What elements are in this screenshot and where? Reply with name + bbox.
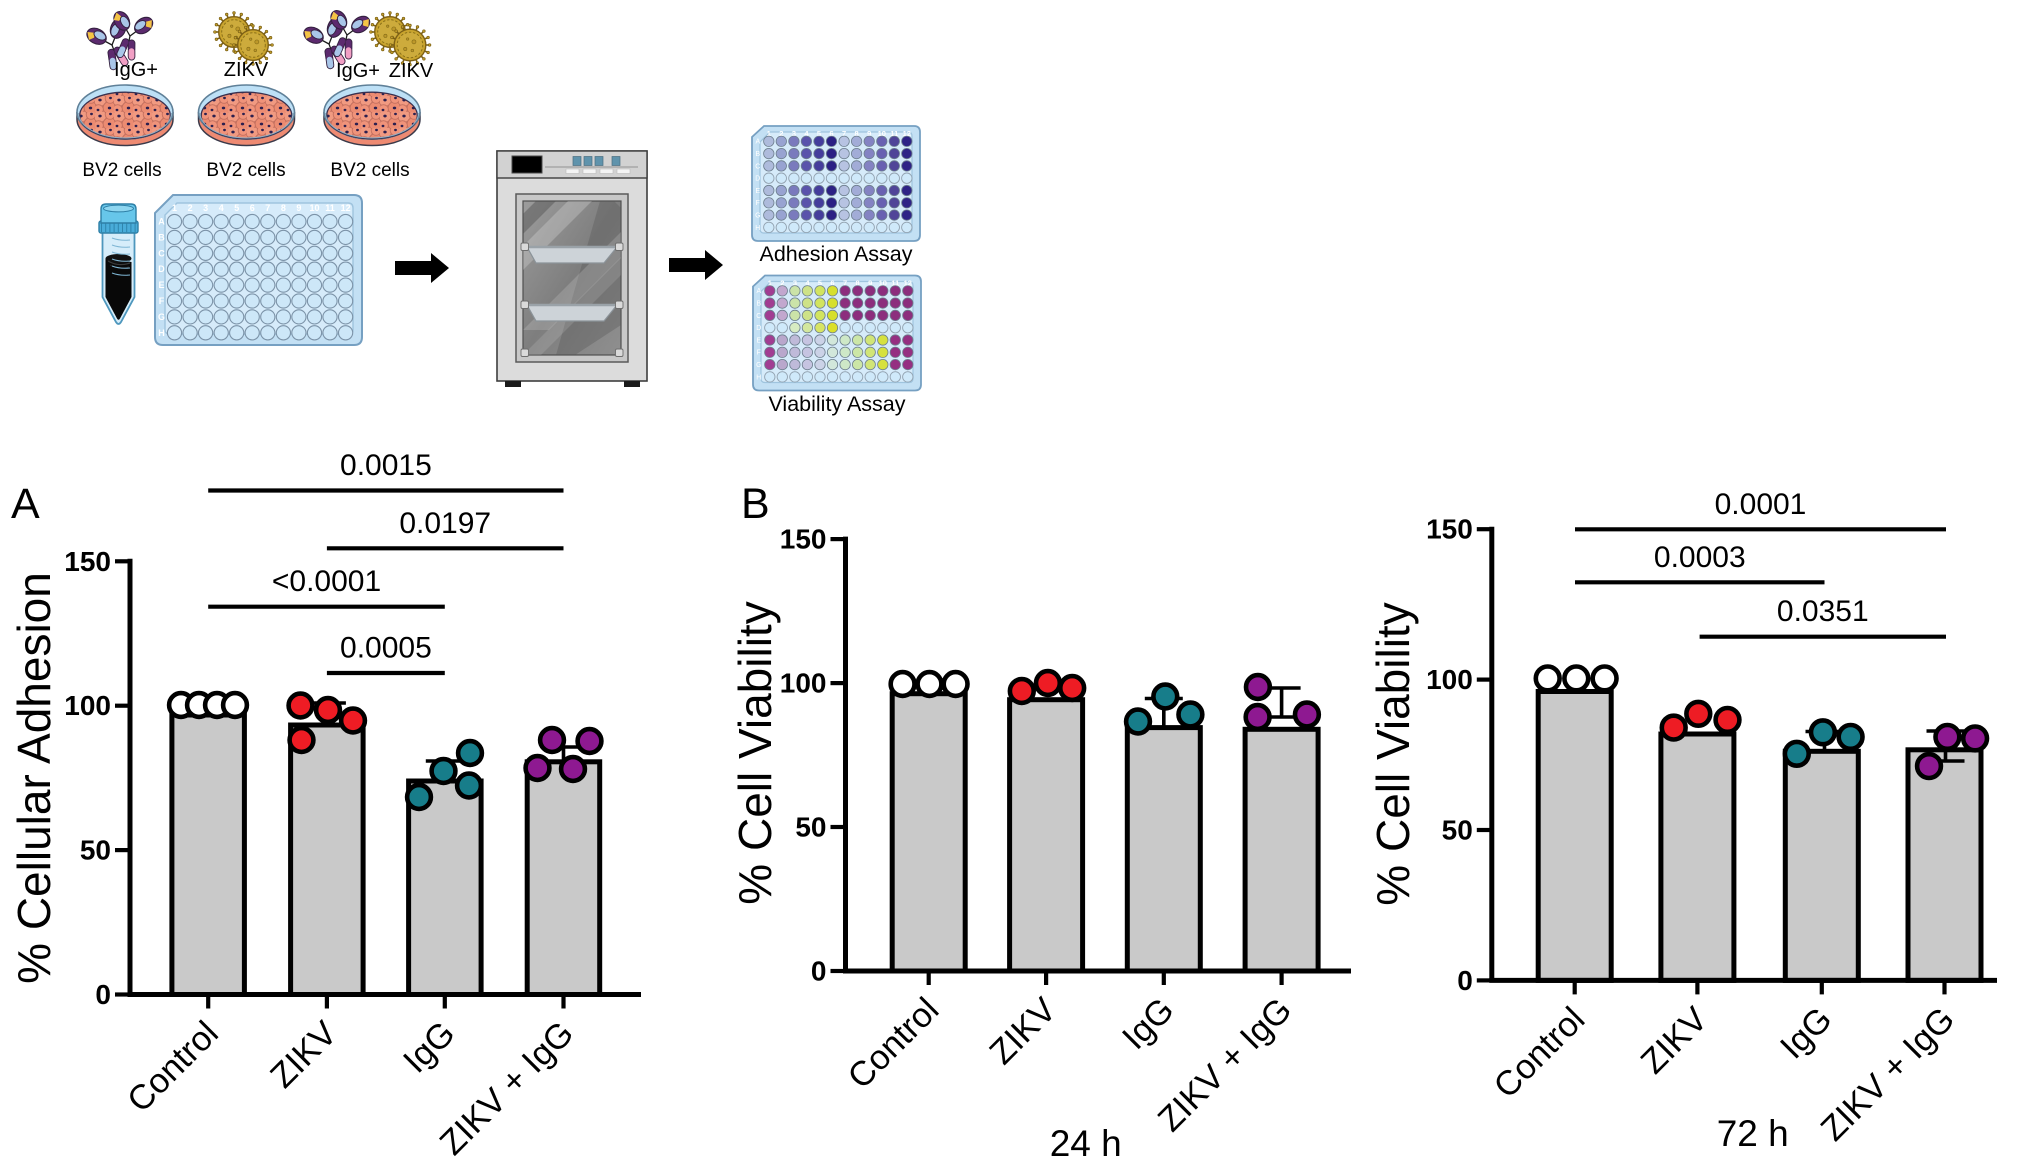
svg-text:0.0197: 0.0197 bbox=[399, 507, 491, 540]
svg-text:1: 1 bbox=[767, 129, 771, 138]
svg-text:2: 2 bbox=[780, 278, 784, 287]
svg-text:<0.0001: <0.0001 bbox=[272, 565, 381, 598]
svg-text:7: 7 bbox=[843, 278, 847, 287]
svg-text:BV2 cells: BV2 cells bbox=[82, 160, 161, 181]
svg-text:9: 9 bbox=[296, 203, 301, 213]
svg-text:100: 100 bbox=[64, 690, 111, 721]
svg-text:A: A bbox=[158, 217, 165, 227]
svg-text:5: 5 bbox=[818, 278, 822, 287]
svg-text:0.0351: 0.0351 bbox=[1777, 595, 1869, 628]
svg-text:6: 6 bbox=[830, 278, 834, 287]
svg-text:H: H bbox=[158, 328, 165, 338]
svg-text:50: 50 bbox=[80, 835, 111, 866]
svg-text:B: B bbox=[158, 232, 165, 242]
svg-text:1: 1 bbox=[768, 278, 772, 287]
svg-text:4: 4 bbox=[804, 129, 809, 138]
svg-text:50: 50 bbox=[1442, 815, 1473, 846]
svg-text:Viability Assay: Viability Assay bbox=[768, 392, 905, 416]
svg-text:8: 8 bbox=[855, 129, 859, 138]
svg-text:100: 100 bbox=[780, 668, 827, 699]
svg-text:C: C bbox=[755, 163, 760, 170]
svg-text:3: 3 bbox=[792, 129, 796, 138]
svg-text:A: A bbox=[756, 288, 761, 295]
svg-text:11: 11 bbox=[325, 203, 335, 213]
svg-text:9: 9 bbox=[867, 129, 871, 138]
svg-text:A: A bbox=[755, 139, 760, 146]
svg-text:0: 0 bbox=[811, 956, 827, 987]
svg-text:C: C bbox=[158, 248, 165, 258]
svg-text:12: 12 bbox=[903, 129, 911, 138]
svg-text:H: H bbox=[756, 374, 761, 381]
svg-text:B: B bbox=[755, 151, 760, 158]
svg-text:F: F bbox=[757, 350, 761, 357]
svg-text:0.0001: 0.0001 bbox=[1715, 488, 1807, 521]
svg-text:1: 1 bbox=[172, 203, 177, 213]
svg-text:2: 2 bbox=[188, 203, 193, 213]
svg-text:6: 6 bbox=[829, 129, 833, 138]
svg-text:100: 100 bbox=[1426, 664, 1473, 695]
svg-text:C: C bbox=[756, 313, 761, 320]
svg-text:7: 7 bbox=[842, 129, 846, 138]
svg-text:BV2 cells: BV2 cells bbox=[206, 160, 285, 181]
svg-text:2: 2 bbox=[779, 129, 783, 138]
svg-text:F: F bbox=[756, 200, 760, 207]
svg-text:50: 50 bbox=[795, 812, 826, 843]
svg-text:B: B bbox=[741, 480, 770, 528]
svg-text:% Cellular Adhesion: % Cellular Adhesion bbox=[8, 572, 60, 984]
svg-text:IgG+: IgG+ bbox=[114, 59, 158, 81]
svg-text:D: D bbox=[158, 264, 165, 274]
svg-text:0.0015: 0.0015 bbox=[340, 449, 432, 482]
svg-text:3: 3 bbox=[793, 278, 797, 287]
svg-text:BV2 cells: BV2 cells bbox=[330, 160, 409, 181]
svg-text:8: 8 bbox=[856, 278, 860, 287]
svg-text:G: G bbox=[756, 362, 761, 369]
svg-text:8: 8 bbox=[281, 203, 286, 213]
svg-text:150: 150 bbox=[64, 546, 111, 577]
svg-text:0.0005: 0.0005 bbox=[340, 632, 432, 665]
svg-text:6: 6 bbox=[250, 203, 255, 213]
svg-text:ZIKV: ZIKV bbox=[224, 59, 269, 81]
svg-text:5: 5 bbox=[234, 203, 239, 213]
svg-text:D: D bbox=[756, 325, 761, 332]
svg-text:150: 150 bbox=[1426, 514, 1473, 545]
svg-text:11: 11 bbox=[891, 278, 899, 287]
svg-text:Adhesion Assay: Adhesion Assay bbox=[760, 242, 913, 266]
svg-text:5: 5 bbox=[817, 129, 821, 138]
svg-text:7: 7 bbox=[265, 203, 270, 213]
svg-text:10: 10 bbox=[309, 203, 319, 213]
svg-text:H: H bbox=[755, 225, 760, 232]
svg-text:E: E bbox=[158, 280, 164, 290]
svg-text:0: 0 bbox=[95, 979, 111, 1010]
svg-text:10: 10 bbox=[878, 129, 886, 138]
svg-text:ZIKV: ZIKV bbox=[389, 60, 434, 82]
svg-text:10: 10 bbox=[879, 278, 887, 287]
svg-text:IgG+: IgG+ bbox=[336, 60, 380, 82]
svg-text:12: 12 bbox=[904, 278, 912, 287]
svg-text:9: 9 bbox=[868, 278, 872, 287]
svg-text:% Cell Viability: % Cell Viability bbox=[1367, 602, 1419, 905]
svg-text:11: 11 bbox=[890, 129, 898, 138]
svg-text:E: E bbox=[756, 337, 761, 344]
svg-text:4: 4 bbox=[805, 278, 810, 287]
svg-text:G: G bbox=[755, 213, 760, 220]
svg-text:G: G bbox=[158, 312, 165, 322]
svg-text:B: B bbox=[756, 301, 761, 308]
svg-text:A: A bbox=[11, 480, 40, 528]
svg-text:4: 4 bbox=[219, 203, 224, 213]
svg-text:0.0003: 0.0003 bbox=[1654, 541, 1746, 574]
svg-text:% Cell Viability: % Cell Viability bbox=[729, 601, 781, 904]
svg-text:150: 150 bbox=[780, 524, 827, 555]
svg-text:12: 12 bbox=[341, 203, 351, 213]
svg-text:F: F bbox=[159, 296, 165, 306]
svg-text:3: 3 bbox=[203, 203, 208, 213]
svg-text:D: D bbox=[755, 176, 760, 183]
svg-text:E: E bbox=[755, 188, 760, 195]
svg-text:0: 0 bbox=[1457, 965, 1473, 996]
svg-text:24 h: 24 h bbox=[1050, 1123, 1122, 1164]
svg-text:72 h: 72 h bbox=[1717, 1113, 1789, 1154]
